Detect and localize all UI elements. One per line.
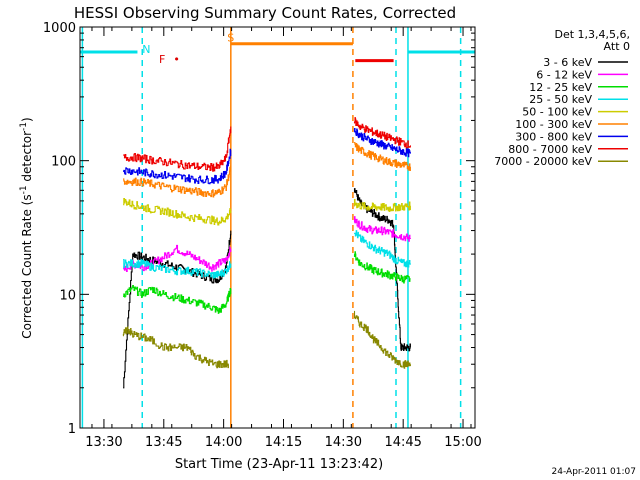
series-line-4-0 (123, 197, 232, 226)
legend-label-6: 300 - 800 keV (515, 130, 592, 143)
flag-letter-0: N (142, 43, 150, 56)
legend-label-8: 7000 - 20000 keV (494, 155, 592, 168)
plot-area: NF • S (80, 27, 475, 428)
y-tick-label-0: 1 (68, 422, 76, 437)
series-line-6-1 (353, 128, 411, 158)
legend-header-0: Det 1,3,4,5,6, (554, 28, 630, 41)
series-line-2-1 (353, 251, 411, 284)
series-line-8-0 (122, 326, 229, 369)
series-line-5-1 (353, 141, 411, 171)
series-line-7-1 (353, 117, 411, 149)
legend-label-0: 3 - 6 keV (543, 56, 592, 69)
x-tick-label-2: 14:00 (205, 435, 242, 450)
y-axis-label-mid: detector (20, 131, 34, 186)
x-tick-label-5: 14:45 (384, 435, 421, 450)
plot-frame (79, 26, 476, 429)
y-axis-label-sup1: -1 (19, 185, 29, 194)
series-line-8-1 (353, 310, 411, 369)
legend-label-2: 12 - 25 keV (529, 81, 592, 94)
flag-letter-1: F (159, 53, 165, 66)
y-axis-label-end: ) (20, 117, 34, 122)
flag-letter-2: • (173, 53, 180, 66)
footer-timestamp: 24-Apr-2011 01:07 (552, 467, 636, 477)
y-tick-label-3: 1000 (43, 21, 76, 36)
x-tick-label-1: 13:45 (145, 435, 182, 450)
x-tick-label-0: 13:30 (85, 435, 122, 450)
series-line-3-1 (354, 230, 411, 268)
y-tick-label-1: 10 (59, 288, 76, 303)
x-tick-label-3: 14:15 (265, 435, 302, 450)
series-line-4-1 (353, 198, 411, 213)
legend-header-1: Att 0 (604, 40, 630, 53)
legend-label-4: 50 - 100 keV (522, 106, 592, 119)
legend-label-7: 800 - 7000 keV (508, 143, 592, 156)
y-axis-label: Corrected Count Rate (s-1 detector-1) (19, 117, 34, 338)
series-line-6-0 (123, 148, 232, 185)
series-line-7-0 (123, 126, 232, 172)
series-line-2-0 (123, 284, 232, 314)
series-line-5-0 (123, 165, 232, 198)
x-tick-label-4: 14:30 (325, 435, 362, 450)
y-tick-label-2: 100 (51, 155, 76, 170)
y-axis-label-main: Corrected Count Rate (s (20, 194, 34, 338)
legend-label-3: 25 - 50 keV (529, 93, 592, 106)
legend-label-1: 6 - 12 keV (536, 68, 592, 81)
legend-label-5: 100 - 300 keV (515, 118, 592, 131)
series-line-1-0 (123, 244, 232, 273)
x-tick-label-6: 15:00 (444, 435, 481, 450)
y-axis-label-sup2: -1 (19, 122, 29, 131)
plot-inner (80, 27, 475, 428)
chart-title: HESSI Observing Summary Count Rates, Cor… (74, 4, 456, 22)
axes: 1 10 100 1000 13:30 13:45 14:00 14:15 14:30 14:45… (43, 21, 482, 450)
x-axis-label: Start Time (23-Apr-11 13:23:42) (175, 457, 383, 472)
series-line-3-0 (123, 259, 232, 279)
series-line-1-1 (353, 216, 411, 242)
flag-letter-3: S (227, 31, 234, 44)
